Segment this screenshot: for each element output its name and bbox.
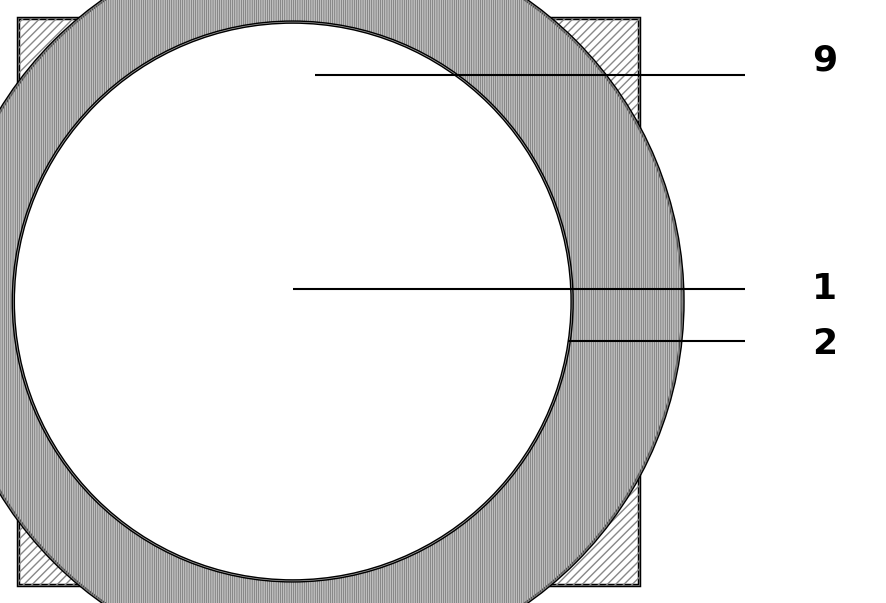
Bar	[18, 18, 638, 585]
Text: 2: 2	[812, 327, 836, 361]
Text: 9: 9	[812, 43, 836, 77]
Ellipse shape	[13, 22, 571, 581]
Bar	[18, 18, 638, 585]
Ellipse shape	[0, 0, 682, 603]
Text: 1: 1	[812, 273, 836, 306]
